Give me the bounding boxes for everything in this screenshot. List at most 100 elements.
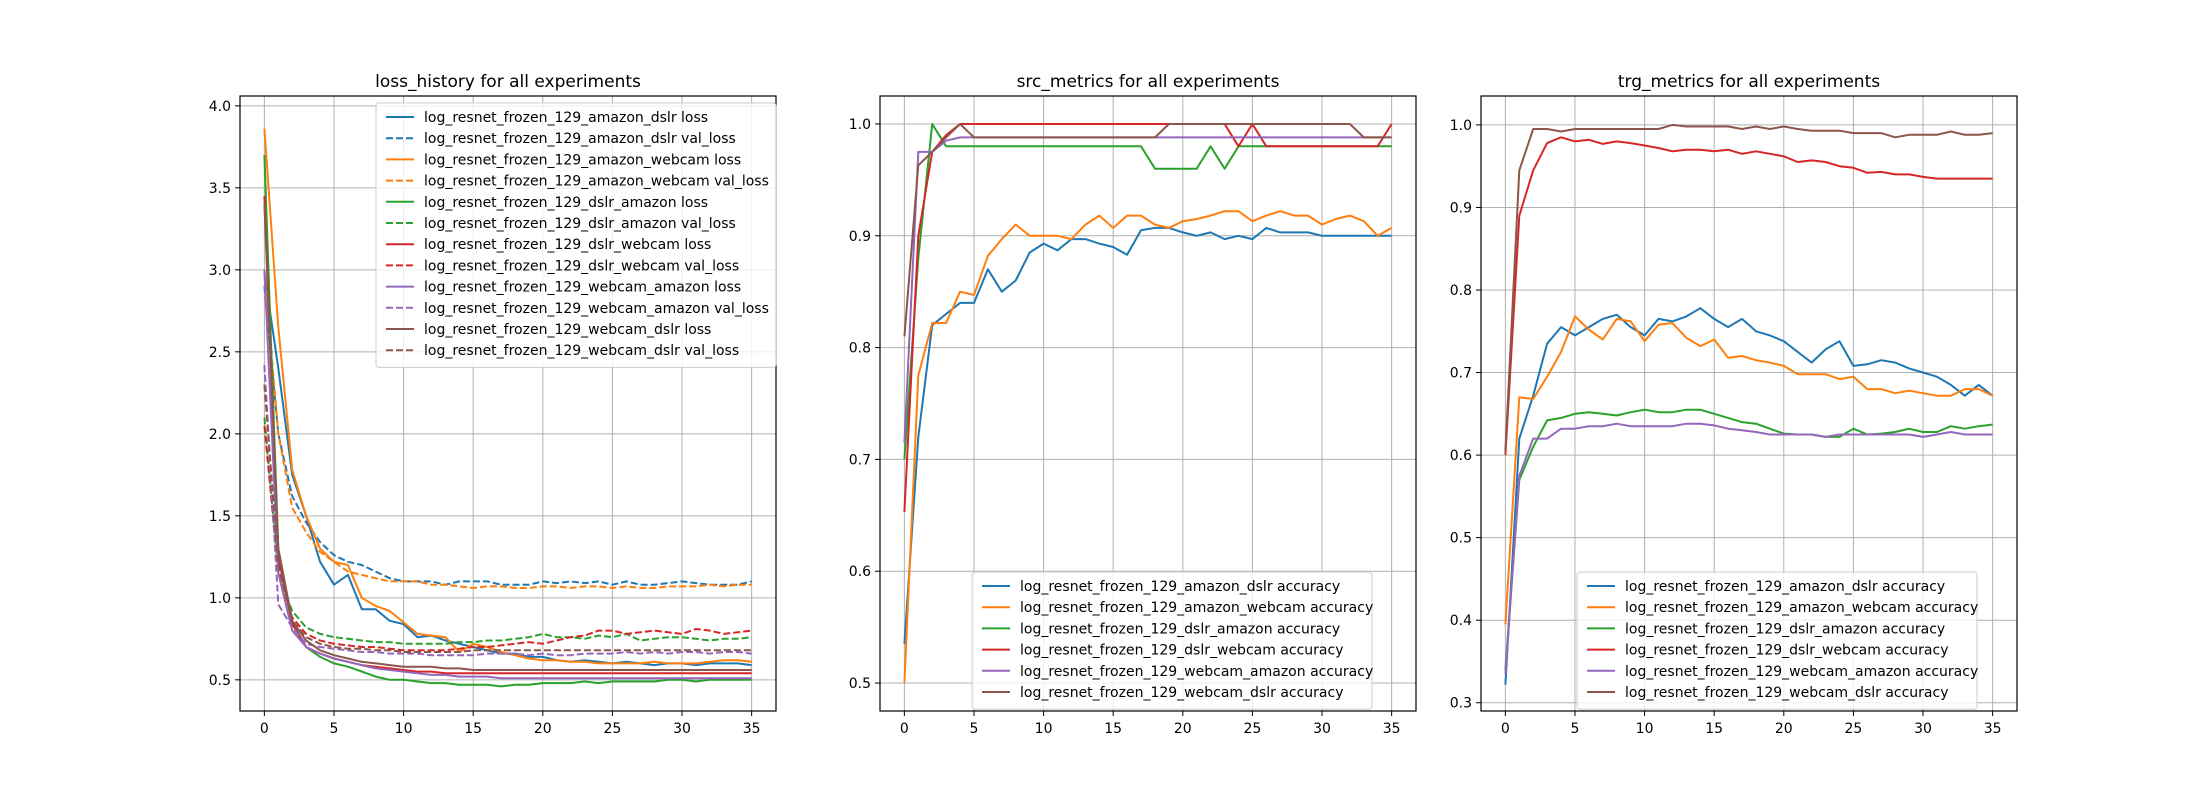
legend-label: log_resnet_frozen_129_dslr_webcam accura… <box>1020 643 1343 659</box>
x-tick-label: 20 <box>1775 721 1793 737</box>
x-tick-label: 10 <box>395 721 413 737</box>
x-tick-label: 10 <box>1035 721 1053 737</box>
x-tick-label: 0 <box>900 721 909 737</box>
series-line <box>903 226 1392 644</box>
series-line <box>263 425 752 652</box>
legend-label: log_resnet_frozen_129_amazon_webcam accu… <box>1020 600 1373 616</box>
axes-frame <box>1480 95 2018 712</box>
x-tick-label: 35 <box>1383 721 1401 737</box>
series-line <box>903 210 1393 684</box>
y-tick-label: 0.4 <box>1450 613 1472 629</box>
y-tick-label: 2.5 <box>209 345 231 361</box>
series-line <box>1504 136 1993 456</box>
x-tick-label: 20 <box>1174 721 1192 737</box>
axes-frame <box>879 95 1417 712</box>
series-line <box>263 269 752 589</box>
chart-title: src_metrics for all experiments <box>1017 72 1280 92</box>
y-tick-label: 0.7 <box>1450 366 1472 382</box>
legend-label: log_resnet_frozen_129_dslr_amazon accura… <box>1020 621 1340 637</box>
axes-frame <box>239 95 777 712</box>
legend-label: log_resnet_frozen_129_dslr_amazon val_lo… <box>424 216 736 232</box>
legend-label: log_resnet_frozen_129_dslr_amazon accura… <box>1625 621 1945 637</box>
series-line <box>903 123 1392 337</box>
legend: log_resnet_frozen_129_amazon_dslr accura… <box>971 571 1373 710</box>
y-tick-label: 0.6 <box>849 564 871 580</box>
y-tick-label: 0.5 <box>849 676 871 692</box>
legend-label: log_resnet_frozen_129_amazon_dslr loss <box>424 110 708 126</box>
legend-label: log_resnet_frozen_129_dslr_webcam val_lo… <box>424 258 739 274</box>
chart-panel-2: 0 5 10 15 20 25 30 35 0.3 0.4 0.5 0.6 0.7 0.8 0.9 1.0 tr… <box>1450 72 2018 737</box>
x-tick-label: 25 <box>1244 721 1262 737</box>
series-line <box>903 123 1393 513</box>
legend: log_resnet_frozen_129_amazon_dslr accura… <box>1576 571 1978 710</box>
y-tick-label: 0.7 <box>849 452 871 468</box>
x-tick-label: 25 <box>1845 721 1863 737</box>
y-tick-label: 2.0 <box>209 427 231 443</box>
y-tick-label: 0.3 <box>1450 696 1472 712</box>
series-line <box>1504 408 1993 670</box>
legend-label: log_resnet_frozen_129_amazon_webcam accu… <box>1625 600 1978 616</box>
legend: log_resnet_frozen_129_amazon_dslr loss lo… <box>375 102 777 368</box>
chart-panel-0: 0 5 10 15 20 25 30 35 0.5 1.0 1.5 2.0 2.5 3.0 3.5 4.0 lo… <box>209 72 777 737</box>
y-tick-label: 0.6 <box>1450 448 1472 464</box>
legend-box <box>971 571 1373 710</box>
series-line <box>1504 123 1993 452</box>
legend-label: log_resnet_frozen_129_webcam_amazon accu… <box>1020 664 1373 680</box>
legend-label: log_resnet_frozen_129_amazon_dslr accura… <box>1625 579 1945 595</box>
y-tick-label: 4.0 <box>209 99 231 115</box>
y-tick-label: 0.5 <box>1450 531 1472 547</box>
series-line <box>263 384 752 653</box>
legend-label: log_resnet_frozen_129_amazon_webcam val_… <box>424 174 769 190</box>
y-tick-label: 1.0 <box>849 117 871 133</box>
x-tick-label: 35 <box>1984 721 2002 737</box>
chart-panel-1: 0 5 10 15 20 25 30 35 0.5 0.6 0.7 0.8 0.9 1.0 src_metr… <box>849 72 1417 737</box>
legend-label: log_resnet_frozen_129_webcam_amazon accu… <box>1625 664 1978 680</box>
legend-label: log_resnet_frozen_129_webcam_dslr val_lo… <box>424 343 739 359</box>
series-line <box>263 286 752 586</box>
y-tick-label: 3.5 <box>209 181 231 197</box>
legend-label: log_resnet_frozen_129_webcam_dslr accura… <box>1020 685 1343 701</box>
y-tick-label: 1.0 <box>209 591 231 607</box>
series-line <box>263 364 752 657</box>
legend-label: log_resnet_frozen_129_dslr_webcam loss <box>424 237 711 253</box>
legend-box <box>1576 571 1978 710</box>
y-tick-label: 3.0 <box>209 263 231 279</box>
legend-label: log_resnet_frozen_129_amazon_webcam loss <box>424 152 741 168</box>
x-tick-label: 10 <box>1636 721 1654 737</box>
legend-label: log_resnet_frozen_129_dslr_webcam accura… <box>1625 643 1948 659</box>
legend-label: log_resnet_frozen_129_amazon_dslr accura… <box>1020 579 1340 595</box>
x-tick-label: 5 <box>330 721 339 737</box>
y-tick-label: 1.5 <box>209 509 231 525</box>
series-line <box>1504 422 1993 674</box>
legend-label: log_resnet_frozen_129_webcam_dslr loss <box>424 322 711 338</box>
x-tick-label: 5 <box>970 721 979 737</box>
chart-title: loss_history for all experiments <box>375 72 641 92</box>
y-tick-label: 0.5 <box>209 673 231 689</box>
legend-box <box>375 102 777 368</box>
legend-label: log_resnet_frozen_129_amazon_dslr val_lo… <box>424 131 736 147</box>
x-tick-label: 25 <box>604 721 622 737</box>
legend-label: log_resnet_frozen_129_webcam_amazon val_… <box>424 301 769 317</box>
chart-title: trg_metrics for all experiments <box>1618 72 1880 92</box>
x-tick-label: 15 <box>1104 721 1122 737</box>
series-line <box>263 154 752 688</box>
x-tick-label: 15 <box>1705 721 1723 737</box>
x-tick-label: 35 <box>743 721 761 737</box>
x-tick-label: 30 <box>1313 721 1331 737</box>
series-line <box>1504 315 1994 625</box>
x-tick-label: 20 <box>534 721 552 737</box>
y-tick-label: 0.9 <box>1450 200 1472 216</box>
y-tick-label: 1.0 <box>1450 118 1472 134</box>
y-tick-label: 0.9 <box>849 229 871 245</box>
legend-label: log_resnet_frozen_129_webcam_dslr accura… <box>1625 685 1948 701</box>
legend-label: log_resnet_frozen_129_dslr_amazon loss <box>424 195 708 211</box>
series-line <box>263 204 752 671</box>
x-tick-label: 15 <box>464 721 482 737</box>
legend-label: log_resnet_frozen_129_webcam_amazon loss <box>424 280 741 296</box>
series-line <box>263 417 752 645</box>
x-tick-label: 0 <box>260 721 269 737</box>
x-tick-label: 30 <box>673 721 691 737</box>
y-tick-label: 0.8 <box>849 341 871 357</box>
x-tick-label: 0 <box>1501 721 1510 737</box>
